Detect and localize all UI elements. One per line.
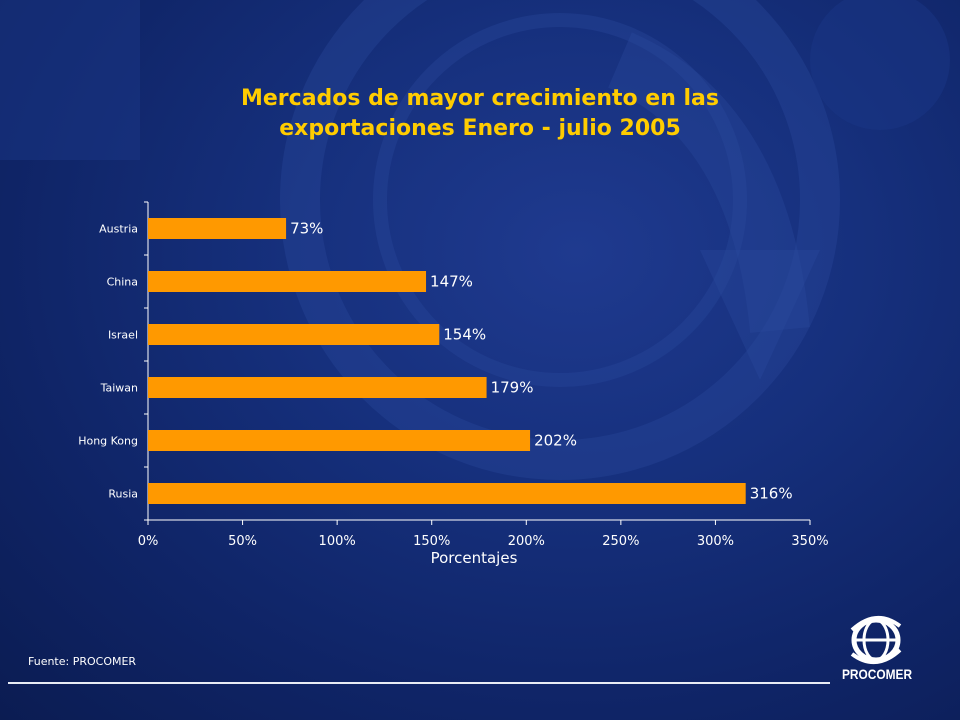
logo-text: PROCOMER xyxy=(842,666,913,682)
data-label: 316% xyxy=(750,485,793,503)
procomer-globe-icon xyxy=(850,616,902,664)
plot-area: 0% 50% 100% 150% 200% 250% 300% 350% Porcentajes… xyxy=(78,201,829,567)
category-label: Taiwan xyxy=(100,382,138,395)
x-tick-label: 150% xyxy=(413,534,450,549)
bar-austria xyxy=(148,218,287,239)
bar-israel xyxy=(148,324,440,345)
x-tick-label: 100% xyxy=(319,534,356,549)
bar-taiwan xyxy=(148,377,487,398)
bar-hong-kong xyxy=(148,430,531,451)
x-tick-label: 200% xyxy=(508,534,545,549)
bar-rusia xyxy=(148,483,746,504)
chart-title-line-2: exportaciones Enero - julio 2005 xyxy=(279,116,681,141)
data-label: 154% xyxy=(443,326,486,344)
data-label: 179% xyxy=(491,379,534,397)
data-label: 202% xyxy=(534,432,577,450)
category-label: China xyxy=(107,276,138,289)
footer-divider xyxy=(8,682,830,684)
data-label: 147% xyxy=(430,273,473,291)
bar-china xyxy=(148,271,427,292)
x-tick-label: 50% xyxy=(228,534,257,549)
x-tick-label: 0% xyxy=(138,534,159,549)
x-tick-label: 350% xyxy=(791,534,828,549)
category-label: Rusia xyxy=(108,488,138,501)
x-tick-label: 300% xyxy=(697,534,734,549)
category-label: Hong Kong xyxy=(78,435,138,448)
data-label: 73% xyxy=(290,220,323,238)
category-label: Israel xyxy=(108,329,138,342)
chart-title: Mercados de mayor crecimiento en las exp… xyxy=(130,84,830,144)
source-note: Fuente: PROCOMER xyxy=(28,655,137,668)
x-axis-title: Porcentajes xyxy=(431,549,518,567)
x-tick-label: 250% xyxy=(602,534,639,549)
chart-title-line-1: Mercados de mayor crecimiento en las xyxy=(240,86,719,111)
category-label: Austria xyxy=(99,223,138,236)
